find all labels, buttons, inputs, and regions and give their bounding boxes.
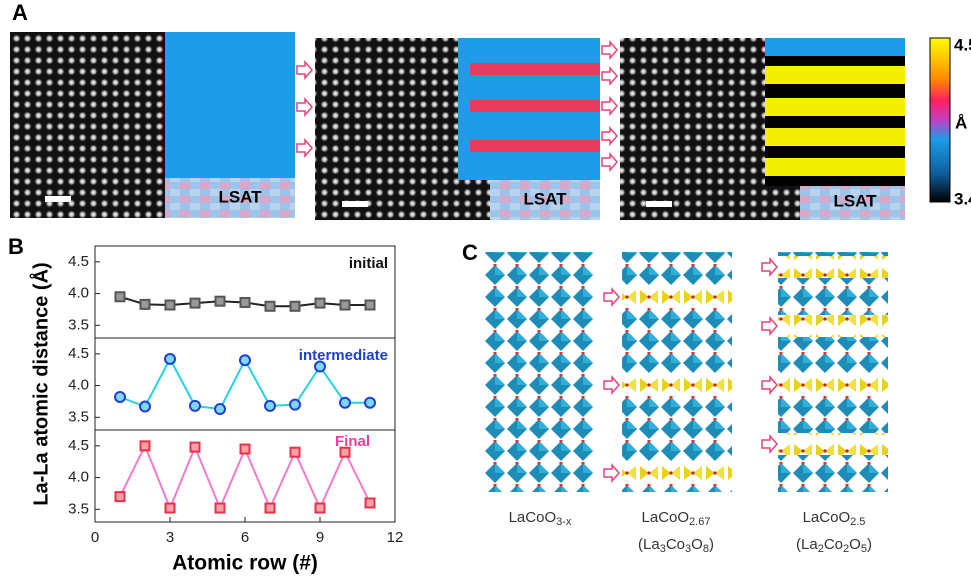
colorbar [930, 38, 950, 202]
series-line [120, 359, 370, 409]
colorbar-label: 3.4 [954, 189, 971, 208]
panel-label: A [12, 0, 28, 25]
structure-caption: LaCoO2.67 [642, 509, 711, 528]
y-axis-label: La-La atomic distance (Å) [28, 262, 52, 505]
formula: LaCoO [642, 509, 690, 526]
x-tick-label: 9 [316, 529, 324, 546]
marker [290, 400, 300, 410]
formula: (La [796, 536, 818, 553]
panel-label: B [8, 234, 24, 259]
marker [141, 300, 150, 309]
structure-caption: (La3Co3O8) [638, 536, 714, 555]
formula: ) [709, 536, 714, 553]
structure-caption: LaCoO3-x [509, 509, 572, 528]
y-tick-label: 4.0 [68, 469, 89, 486]
marker [191, 299, 200, 308]
marker [116, 292, 125, 301]
marker [266, 302, 275, 311]
marker [141, 441, 150, 450]
marker [266, 504, 275, 513]
legend-label: intermediate [299, 347, 388, 364]
x-tick-label: 3 [166, 529, 174, 546]
y-tick-label: 4.0 [68, 377, 89, 394]
marker [190, 401, 200, 411]
marker [291, 448, 300, 457]
marker [366, 301, 375, 310]
substrate-label: LSAT [523, 189, 567, 208]
formula: O [691, 536, 703, 553]
subscript: 2.67 [689, 516, 710, 528]
formula: O [849, 536, 861, 553]
marker [241, 445, 250, 454]
marker [166, 504, 175, 513]
marker [115, 392, 125, 402]
marker [340, 398, 350, 408]
marker [165, 354, 175, 364]
x-tick-label: 6 [241, 529, 249, 546]
formula: LaCoO [803, 509, 851, 526]
stem-image: LSAT [602, 38, 905, 220]
stem-image: LSAT [297, 38, 600, 220]
marker [140, 402, 150, 412]
series-line [120, 446, 370, 508]
marker [191, 443, 200, 452]
x-tick-label: 0 [91, 529, 99, 546]
y-tick-label: 4.0 [68, 285, 89, 302]
y-tick-label: 4.5 [68, 345, 89, 362]
marker [215, 404, 225, 414]
marker [241, 298, 250, 307]
crystal-structures [484, 252, 888, 492]
legend-label: initial [349, 255, 388, 272]
formula: ) [867, 536, 872, 553]
marker [166, 301, 175, 310]
formula: Co [824, 536, 843, 553]
marker [240, 355, 250, 365]
x-tick-label: 12 [387, 529, 404, 546]
marker [341, 301, 350, 310]
panel-label: C [462, 240, 478, 265]
marker [365, 398, 375, 408]
marker [366, 498, 375, 507]
colorbar-label: 4.5 [954, 35, 971, 54]
colorbar-label: Å [955, 113, 967, 132]
stem-image: LSAT [10, 32, 295, 218]
substrate-label: LSAT [833, 191, 877, 210]
marker [316, 504, 325, 513]
y-tick-label: 4.5 [68, 253, 89, 270]
marker [116, 492, 125, 501]
formula: Co [666, 536, 685, 553]
figure: A B C LSAT LSAT LSAT 4.5 Å 3.4 LaCoO3-x … [0, 0, 971, 580]
marker [216, 504, 225, 513]
y-tick-label: 3.5 [68, 500, 89, 517]
y-tick-label: 3.5 [68, 408, 89, 425]
marker [265, 401, 275, 411]
subscript: 2.5 [850, 516, 865, 528]
formula: LaCoO [509, 509, 557, 526]
y-tick-label: 4.5 [68, 437, 89, 454]
legend-label: Final [335, 433, 370, 450]
subscript: 3-x [556, 516, 572, 528]
marker [291, 302, 300, 311]
x-axis-label: Atomic row (#) [172, 552, 318, 575]
structure-caption: LaCoO2.5 [803, 509, 866, 528]
structure-caption: (La2Co2O5) [796, 536, 872, 555]
formula: (La [638, 536, 660, 553]
marker [216, 297, 225, 306]
substrate-label: LSAT [218, 187, 262, 206]
y-tick-label: 3.5 [68, 316, 89, 333]
marker [316, 299, 325, 308]
